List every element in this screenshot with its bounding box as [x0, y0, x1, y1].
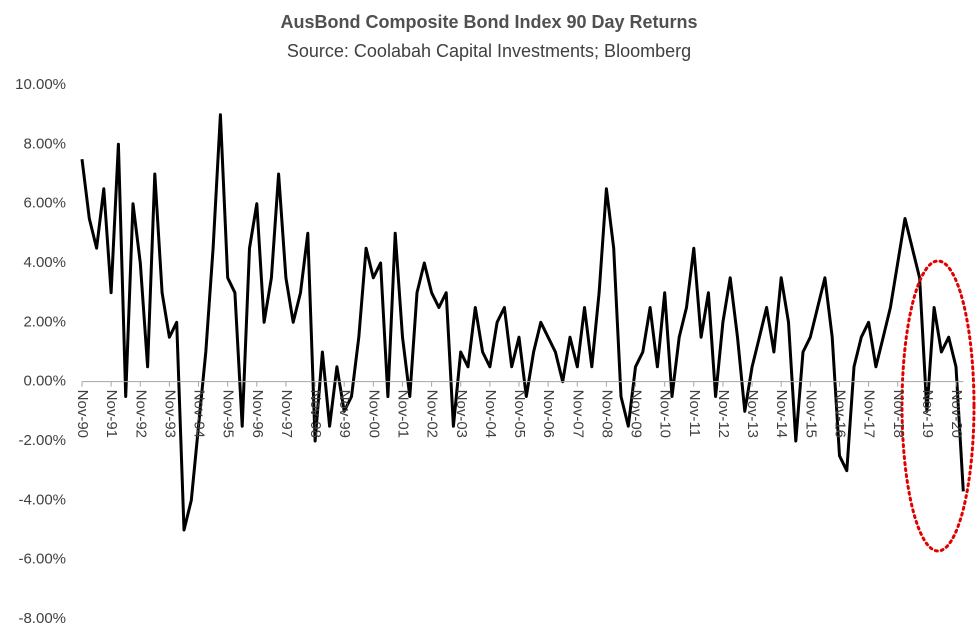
- x-tick-label: Nov-14: [773, 390, 790, 438]
- x-tick-label: Nov-17: [861, 390, 878, 438]
- x-tick-label: Nov-10: [657, 390, 674, 438]
- x-tick-label: Nov-92: [132, 390, 149, 438]
- x-tick-label: Nov-98: [307, 390, 324, 438]
- x-tick-label: Nov-01: [394, 390, 411, 438]
- x-tick-label: Nov-99: [336, 390, 353, 438]
- y-tick-label: 0.00%: [23, 373, 66, 390]
- x-tick-label: Nov-08: [598, 390, 615, 438]
- highlight-ellipse: [900, 259, 976, 553]
- x-tick-label: Nov-05: [511, 390, 528, 438]
- chart-subtitle: Source: Coolabah Capital Investments; Bl…: [287, 41, 691, 61]
- x-tick-label: Nov-15: [802, 390, 819, 438]
- x-tick-label: Nov-00: [365, 390, 382, 438]
- x-tick-label: Nov-07: [569, 390, 586, 438]
- y-tick-label: -8.00%: [18, 610, 66, 627]
- x-tick-label: Nov-16: [831, 390, 848, 438]
- x-tick-label: Nov-19: [919, 390, 936, 438]
- x-tick-label: Nov-13: [744, 390, 761, 438]
- series-line: [80, 113, 965, 532]
- x-tick-label: Nov-06: [540, 390, 557, 438]
- x-tick-label: Nov-96: [249, 390, 266, 438]
- y-tick-label: -4.00%: [18, 491, 66, 508]
- y-tick-label: 2.00%: [23, 313, 66, 330]
- x-tick-label: Nov-03: [453, 390, 470, 438]
- x-tick-label: Nov-90: [74, 390, 91, 438]
- chart-title: AusBond Composite Bond Index 90 Day Retu…: [280, 12, 697, 32]
- y-tick-label: 6.00%: [23, 195, 66, 212]
- x-tick-label: Nov-18: [890, 390, 907, 438]
- x-tick-label: Nov-02: [424, 390, 441, 438]
- y-tick-label: 10.00%: [15, 76, 66, 93]
- y-tick-label: 8.00%: [23, 135, 66, 152]
- x-tick-label: Nov-04: [482, 390, 499, 438]
- x-tick-label: Nov-20: [948, 390, 965, 438]
- x-tick-label: Nov-94: [191, 390, 208, 438]
- x-tick-label: Nov-97: [278, 390, 295, 438]
- x-tick-label: Nov-93: [161, 390, 178, 438]
- x-tick-label: Nov-91: [103, 390, 120, 438]
- x-tick-label: Nov-11: [686, 390, 703, 437]
- x-tick-label: Nov-12: [715, 390, 732, 438]
- y-tick-label: 4.00%: [23, 254, 66, 271]
- y-tick-label: -2.00%: [18, 432, 66, 449]
- x-tick-label: Nov-95: [220, 390, 237, 438]
- x-tick-label: Nov-09: [628, 390, 645, 438]
- y-tick-label: -6.00%: [18, 551, 66, 568]
